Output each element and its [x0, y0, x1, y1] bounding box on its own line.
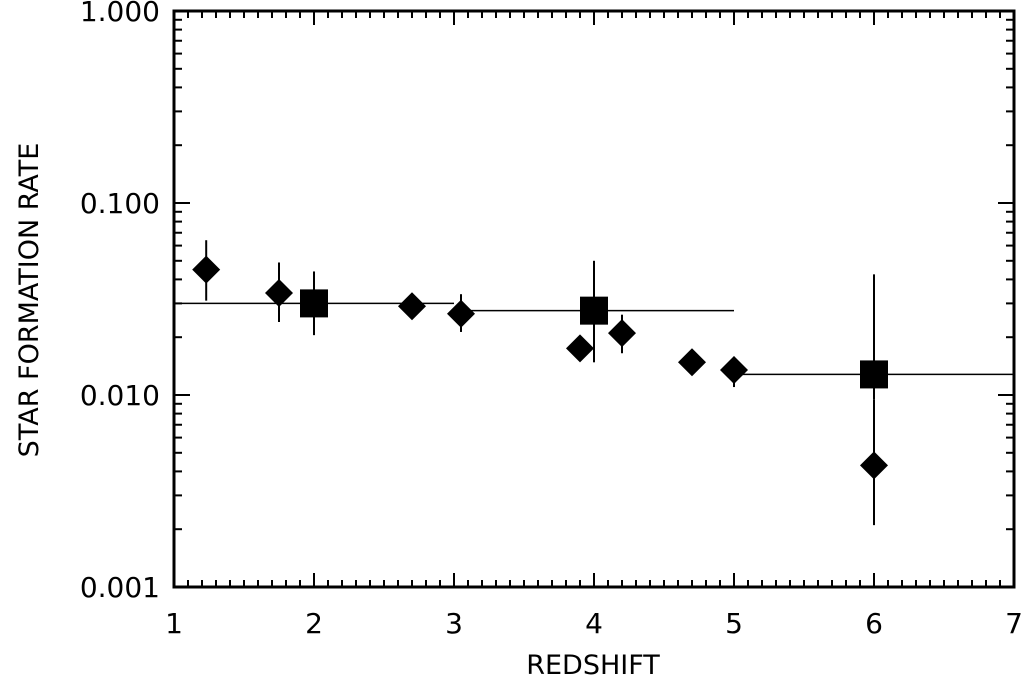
- x-tick-label: 2: [305, 607, 323, 640]
- x-tick-label: 6: [865, 607, 883, 640]
- square-point: [580, 296, 608, 325]
- diamond-point: [447, 299, 475, 328]
- diamond-point: [265, 278, 293, 307]
- x-tick-label: 4: [585, 607, 603, 640]
- diamond-point: [860, 451, 888, 480]
- square-point: [300, 289, 328, 318]
- diamond-point: [720, 355, 748, 384]
- square-point: [860, 360, 888, 389]
- diamond-point: [192, 255, 221, 284]
- x-axis-label: REDSHIFT: [526, 650, 660, 681]
- y-axis-label: STAR FORMATION RATE: [14, 143, 45, 458]
- y-tick-label: 1.000: [80, 0, 160, 28]
- x-tick-label: 7: [1005, 607, 1021, 640]
- diamond-point: [398, 292, 426, 321]
- diamond-point: [566, 334, 594, 363]
- y-tick-label: 0.010: [80, 379, 160, 412]
- x-tick-label: 3: [445, 607, 463, 640]
- plot-area: 1 2 3 4 5 6 7 0.001 0.010 0.100 1.000: [80, 0, 1021, 640]
- y-tick-label: 0.001: [80, 571, 160, 604]
- x-tick-label: 5: [725, 607, 743, 640]
- x-tick-label: 1: [165, 607, 183, 640]
- diamond-point: [678, 348, 706, 377]
- y-tick-label: 0.100: [80, 187, 160, 220]
- diamond-point: [608, 319, 636, 348]
